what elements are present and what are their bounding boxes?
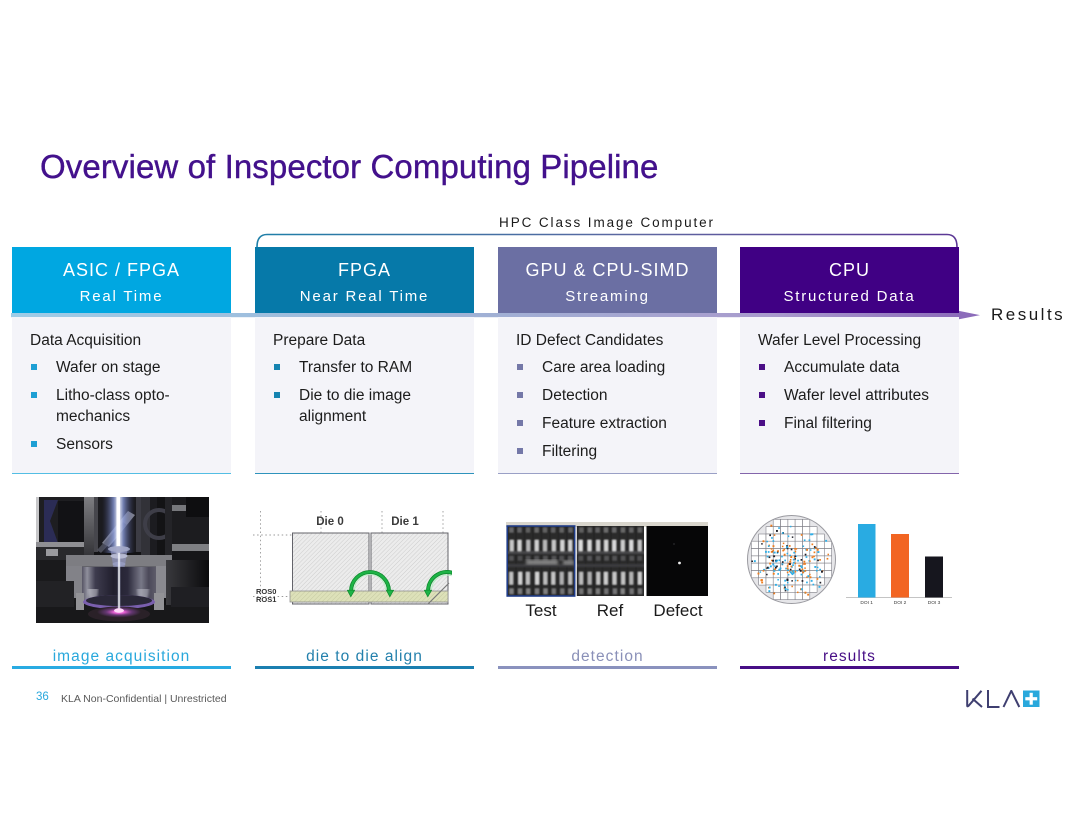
svg-text:DOI 2: DOI 2 [894, 600, 907, 606]
svg-text:ROS1: ROS1 [256, 595, 276, 604]
svg-text:Die 0: Die 0 [316, 516, 344, 528]
svg-text:ROS0: ROS0 [256, 587, 276, 596]
svg-text:Die 1: Die 1 [391, 516, 419, 528]
svg-text:DOI 1: DOI 1 [860, 600, 873, 606]
svg-text:DOI 3: DOI 3 [928, 600, 941, 606]
